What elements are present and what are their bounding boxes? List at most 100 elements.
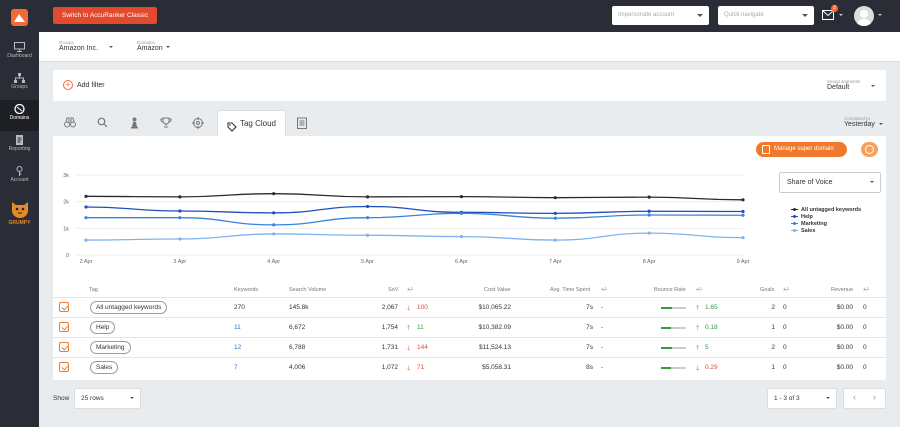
metric-select[interactable]: Share of Voice — [779, 172, 881, 193]
row-checkbox[interactable] — [59, 322, 69, 332]
impersonate-account-select[interactable]: Impersonate account — [612, 6, 709, 25]
data-point[interactable] — [647, 231, 651, 235]
th-revenue-change[interactable]: +/- — [863, 287, 870, 293]
data-point[interactable] — [365, 195, 370, 199]
chevron-down-icon[interactable] — [109, 46, 113, 50]
sidebar-item-groups[interactable]: Groups — [0, 69, 39, 100]
data-point[interactable] — [365, 216, 370, 220]
data-point[interactable] — [741, 209, 745, 214]
saved-segments-select[interactable]: Saved segments Default — [827, 79, 861, 91]
next-page-button[interactable]: › — [873, 392, 876, 402]
th-avg-time-change[interactable]: +/- — [601, 287, 608, 293]
avatar[interactable] — [854, 6, 874, 26]
sidebar-item-account[interactable]: Account — [0, 162, 39, 193]
sidebar-item-domains[interactable]: Domains — [0, 100, 39, 131]
data-point[interactable] — [365, 204, 370, 209]
table-row[interactable]: All untagged keywords 270 145.8k 2,067 $10,0… — [53, 297, 886, 317]
data-point[interactable] — [459, 195, 464, 199]
th-bounce-rate[interactable]: Bounce Rate — [654, 287, 686, 293]
th-goals-change[interactable]: +/- — [783, 287, 790, 293]
data-point[interactable] — [84, 216, 88, 220]
refresh-button[interactable] — [861, 142, 878, 157]
tab-competitors[interactable] — [121, 110, 147, 136]
data-point[interactable] — [553, 211, 557, 215]
th-cost-value[interactable]: Cost Value — [484, 287, 511, 293]
th-sov-change[interactable]: +/- — [407, 287, 414, 293]
tab-search[interactable] — [89, 110, 115, 136]
data-point[interactable] — [365, 233, 370, 237]
chevron-down-icon[interactable] — [871, 85, 875, 89]
data-point[interactable] — [272, 232, 276, 236]
sidebar-item-dashboard[interactable]: Dashboard — [0, 38, 39, 69]
data-point[interactable] — [553, 196, 557, 200]
data-point[interactable] — [84, 194, 88, 198]
mail-icon[interactable] — [822, 10, 834, 20]
legend-item[interactable]: Help — [791, 213, 861, 220]
row-checkbox[interactable] — [59, 302, 69, 312]
manage-super-domain-button[interactable]: Manage super domain — [756, 142, 847, 157]
accuranker-logo[interactable] — [11, 9, 28, 26]
data-point[interactable] — [272, 192, 276, 196]
data-point[interactable] — [553, 216, 557, 220]
quick-navigate-select[interactable]: Quick navigate — [718, 6, 814, 25]
legend-swatch — [791, 215, 798, 218]
table-row[interactable]: Marketing 12 6,788 1,731 $11,524.13 7s - 2 0 $0.0… — [53, 337, 886, 357]
groups-selector[interactable]: Groups Amazon Inc. — [59, 40, 98, 52]
table-row[interactable]: Sales 7 4,006 1,072 $5,058.31 8s - 1 0 $0.00 0 🡓 71 🡓… — [53, 357, 886, 377]
row-checkbox[interactable] — [59, 342, 69, 352]
data-point[interactable] — [459, 235, 464, 239]
legend-item[interactable]: All untagged keywords — [791, 206, 861, 213]
data-point[interactable] — [741, 198, 745, 202]
th-sov[interactable]: SoV — [388, 287, 399, 293]
tag-pill[interactable]: All untagged keywords — [90, 301, 168, 314]
add-filter-button[interactable]: + Add filter — [63, 80, 105, 90]
data-point[interactable] — [178, 237, 182, 241]
legend-item[interactable]: Marketing — [791, 220, 861, 227]
tag-pill[interactable]: Help — [90, 321, 116, 334]
rows-per-page-select[interactable]: 25 rows — [74, 388, 141, 409]
tag-pill[interactable]: Marketing — [90, 341, 131, 354]
data-point[interactable] — [178, 216, 182, 220]
chevron-down-icon[interactable] — [166, 46, 170, 50]
data-point[interactable] — [178, 195, 182, 199]
data-point[interactable] — [84, 238, 88, 242]
tag-pill[interactable]: Sales — [90, 361, 119, 374]
data-point[interactable] — [647, 213, 651, 217]
prev-page-button[interactable]: ‹ — [853, 392, 856, 402]
data-point[interactable] — [272, 211, 276, 215]
domains-selector[interactable]: Domains Amazon — [137, 40, 163, 52]
legend-item[interactable]: Sales — [791, 227, 861, 234]
data-point[interactable] — [741, 236, 745, 240]
row-checkbox[interactable] — [59, 362, 69, 372]
th-goals[interactable]: Goals — [760, 287, 775, 293]
sidebar-item-reporting[interactable]: Reporting — [0, 131, 39, 162]
data-point[interactable] — [178, 209, 182, 213]
chevron-down-icon[interactable] — [878, 14, 882, 18]
tab-tag-cloud[interactable]: Tag Cloud — [217, 110, 286, 136]
tab-landing-pages[interactable] — [185, 110, 211, 136]
data-point[interactable] — [459, 211, 464, 215]
y-tick-label: 1k — [63, 226, 69, 232]
tab-keywords[interactable] — [57, 110, 83, 136]
switch-classic-button[interactable]: Switch to AccuRanker Classic — [53, 7, 157, 24]
th-avg-time[interactable]: Avg. Time Spent — [550, 287, 591, 293]
chevron-down-icon[interactable] — [839, 14, 843, 18]
pagination-select[interactable]: 1 - 3 of 3 — [767, 388, 837, 409]
data-point[interactable] — [741, 213, 745, 217]
table-row[interactable]: Help 11 6,672 1,754 $10,382.09 7s - 1 0 $0.00 0 🡑 11… — [53, 317, 886, 337]
compared-to-select[interactable]: Compared to Yesterday — [844, 116, 875, 128]
th-bounce-change[interactable]: +/- — [696, 287, 703, 293]
tab-notes[interactable] — [289, 110, 315, 136]
th-tag[interactable]: Tag — [89, 287, 98, 293]
th-keywords[interactable]: Keywords — [234, 287, 259, 293]
data-point[interactable] — [272, 223, 276, 227]
th-search-volume[interactable]: Search Volume — [289, 287, 327, 293]
data-point[interactable] — [647, 195, 651, 199]
data-point[interactable] — [84, 205, 88, 209]
tab-rankings[interactable] — [153, 110, 179, 136]
grumpy-mascot[interactable]: GRUMPY — [0, 200, 39, 226]
chevron-down-icon[interactable] — [879, 123, 883, 127]
data-point[interactable] — [647, 209, 651, 213]
data-point[interactable] — [553, 238, 557, 242]
th-revenue[interactable]: Revenue — [831, 287, 854, 293]
